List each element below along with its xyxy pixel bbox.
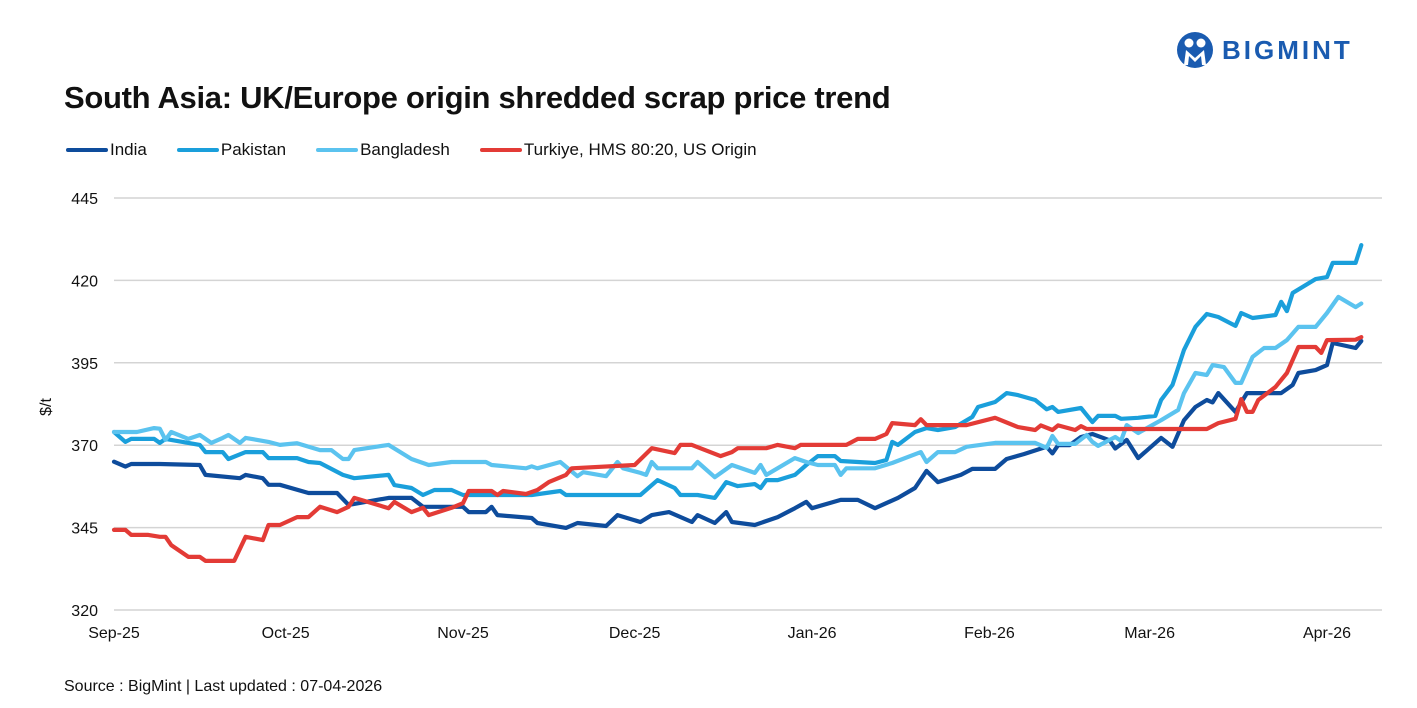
y-tick-label: 395 xyxy=(71,356,98,373)
legend-item-pakistan: Pakistan xyxy=(176,140,287,160)
legend-swatch xyxy=(176,148,219,152)
x-tick-label: Apr-26 xyxy=(1303,625,1351,642)
legend: India Pakistan Bangladesh Turkiye, HMS 8… xyxy=(66,140,787,160)
y-tick-label: 320 xyxy=(71,603,98,620)
x-tick-label: Jan-26 xyxy=(788,625,837,642)
bigmint-logo-icon xyxy=(1177,32,1213,68)
x-tick-label: Mar-26 xyxy=(1124,625,1175,642)
legend-swatch xyxy=(479,148,522,152)
y-tick-label: 345 xyxy=(71,521,98,538)
logo-text: BIGMINT xyxy=(1222,34,1353,65)
x-tick-label: Feb-26 xyxy=(964,625,1015,642)
legend-label: Bangladesh xyxy=(360,140,450,159)
legend-label: Turkiye, HMS 80:20, US Origin xyxy=(523,140,757,159)
legend-swatch xyxy=(66,148,108,152)
x-tick-label: Sep-25 xyxy=(88,625,140,642)
chart-title: South Asia: UK/Europe origin shredded sc… xyxy=(64,80,891,115)
legend-label: India xyxy=(110,140,147,159)
legend-item-turkiye: Turkiye, HMS 80:20, US Origin xyxy=(479,140,757,160)
x-tick-label: Dec-25 xyxy=(609,625,661,642)
legend-item-bangladesh: Bangladesh xyxy=(316,140,450,160)
source-note: Source : BigMint | Last updated : 07-04-… xyxy=(64,678,383,695)
series-line-turkiye xyxy=(111,335,1364,563)
legend-label: Pakistan xyxy=(220,140,287,159)
x-tick-label: Nov-25 xyxy=(437,625,489,642)
series-line-bangladesh xyxy=(111,294,1364,480)
y-tick-label: 370 xyxy=(71,438,98,455)
series-line-india xyxy=(111,338,1364,530)
legend-swatch xyxy=(316,148,359,152)
y-tick-label: 445 xyxy=(71,191,98,208)
y-tick-label: 420 xyxy=(71,273,98,290)
legend-item-india: India xyxy=(66,140,147,160)
bigmint-logo: BIGMINT xyxy=(1176,31,1353,69)
series-line-pakistan xyxy=(111,243,1364,500)
x-tick-label: Oct-25 xyxy=(262,625,310,642)
